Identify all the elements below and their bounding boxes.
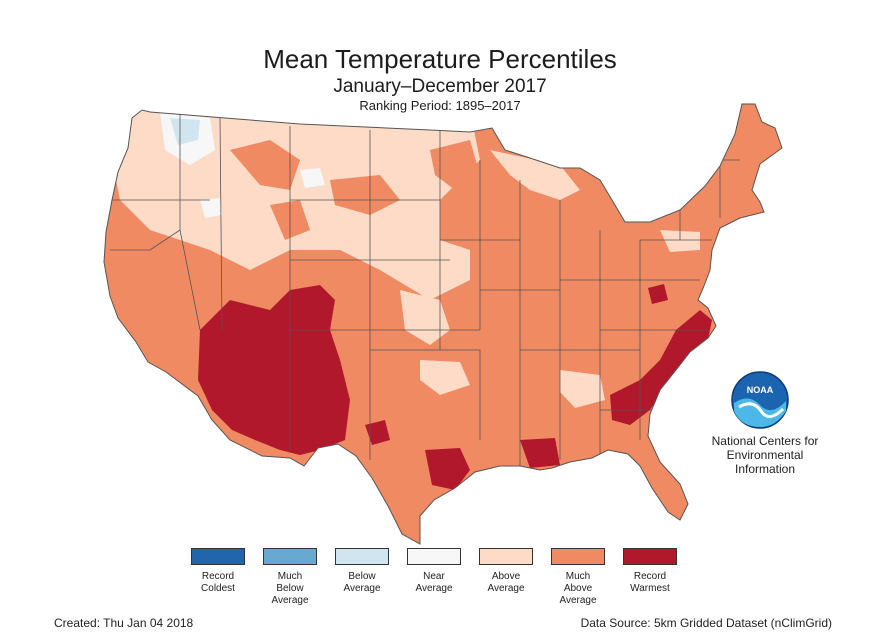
record-warmest-region — [425, 448, 470, 490]
above-average-region — [560, 370, 605, 408]
near-average-region — [300, 168, 325, 188]
legend-label-line: Above — [491, 571, 521, 582]
legend-swatch — [623, 548, 677, 565]
created-date: Created: Thu Jan 04 2018 — [54, 616, 194, 630]
above-average-region — [420, 360, 470, 395]
legend-swatch — [191, 548, 245, 565]
legend-label: Much Above Average — [559, 571, 596, 607]
org-line: Information — [734, 462, 796, 476]
map-title: Mean Temperature Percentiles — [263, 44, 617, 74]
record-warmest-region — [610, 310, 712, 425]
near-average-region — [200, 198, 222, 218]
much-above-patch — [330, 175, 400, 215]
legend-label: Record Warmest — [630, 571, 670, 595]
data-source: Data Source: 5km Gridded Dataset (nClimG… — [580, 616, 832, 630]
record-warmest-region — [365, 420, 390, 445]
legend-label-line: Above — [563, 583, 593, 594]
noaa-logo: NOAA — [731, 371, 789, 429]
org-line: National Centers for — [711, 434, 819, 448]
legend-label-line: Much — [565, 571, 591, 582]
legend-label-line: Near — [423, 571, 445, 582]
above-average-region — [660, 230, 700, 252]
legend-label: Above Average — [487, 571, 524, 595]
state-borders — [110, 110, 740, 466]
below-average-region — [170, 118, 200, 145]
legend-label-line: Average — [487, 583, 525, 594]
legend-item-below: Below Average — [326, 548, 398, 607]
legend-swatch — [479, 548, 533, 565]
organization-name: National Centers for Environmental Infor… — [690, 434, 840, 476]
legend-swatch — [263, 548, 317, 565]
legend-swatch — [551, 548, 605, 565]
legend-label-line: Below — [348, 571, 376, 582]
legend-item-much-below: Much Below Average — [254, 548, 326, 607]
noaa-logo-text: NOAA — [747, 385, 774, 395]
legend-label-line: Below — [276, 583, 304, 594]
legend-swatch — [407, 548, 461, 565]
above-average-region — [490, 150, 580, 200]
legend-label-line: Warmest — [630, 583, 670, 594]
record-warmest-region — [520, 438, 560, 468]
record-warmest-region — [198, 285, 350, 455]
legend-label-line: Average — [271, 595, 309, 606]
legend-label-line: Average — [559, 595, 597, 606]
legend-label-line: Record — [201, 571, 235, 582]
legend-item-record-coldest: Record Coldest — [182, 548, 254, 607]
legend-swatch — [335, 548, 389, 565]
legend-label-line: Coldest — [201, 583, 235, 594]
legend-label-line: Much — [277, 571, 303, 582]
above-average-region — [400, 290, 450, 345]
legend-item-near: Near Average — [398, 548, 470, 607]
map-subtitle: January–December 2017 — [333, 76, 547, 97]
legend-label: Record Coldest — [201, 571, 235, 595]
legend-label: Much Below Average — [271, 571, 308, 607]
org-line: Environmental — [726, 448, 804, 462]
record-warmest-region — [648, 284, 668, 304]
legend-item-record-warmest: Record Warmest — [614, 548, 686, 607]
legend-item-above: Above Average — [470, 548, 542, 607]
legend-label-line: Average — [343, 583, 381, 594]
legend-label-line: Record — [633, 571, 667, 582]
much-above-patch — [230, 140, 300, 190]
legend-label: Below Average — [343, 571, 380, 595]
legend-item-much-above: Much Above Average — [542, 548, 614, 607]
legend-label-line: Average — [415, 583, 453, 594]
ranking-period: Ranking Period: 1895–2017 — [359, 98, 521, 113]
legend-label: Near Average — [415, 571, 452, 595]
legend: Record Coldest Much Below Average Below … — [182, 548, 686, 607]
much-above-patch — [430, 140, 480, 190]
